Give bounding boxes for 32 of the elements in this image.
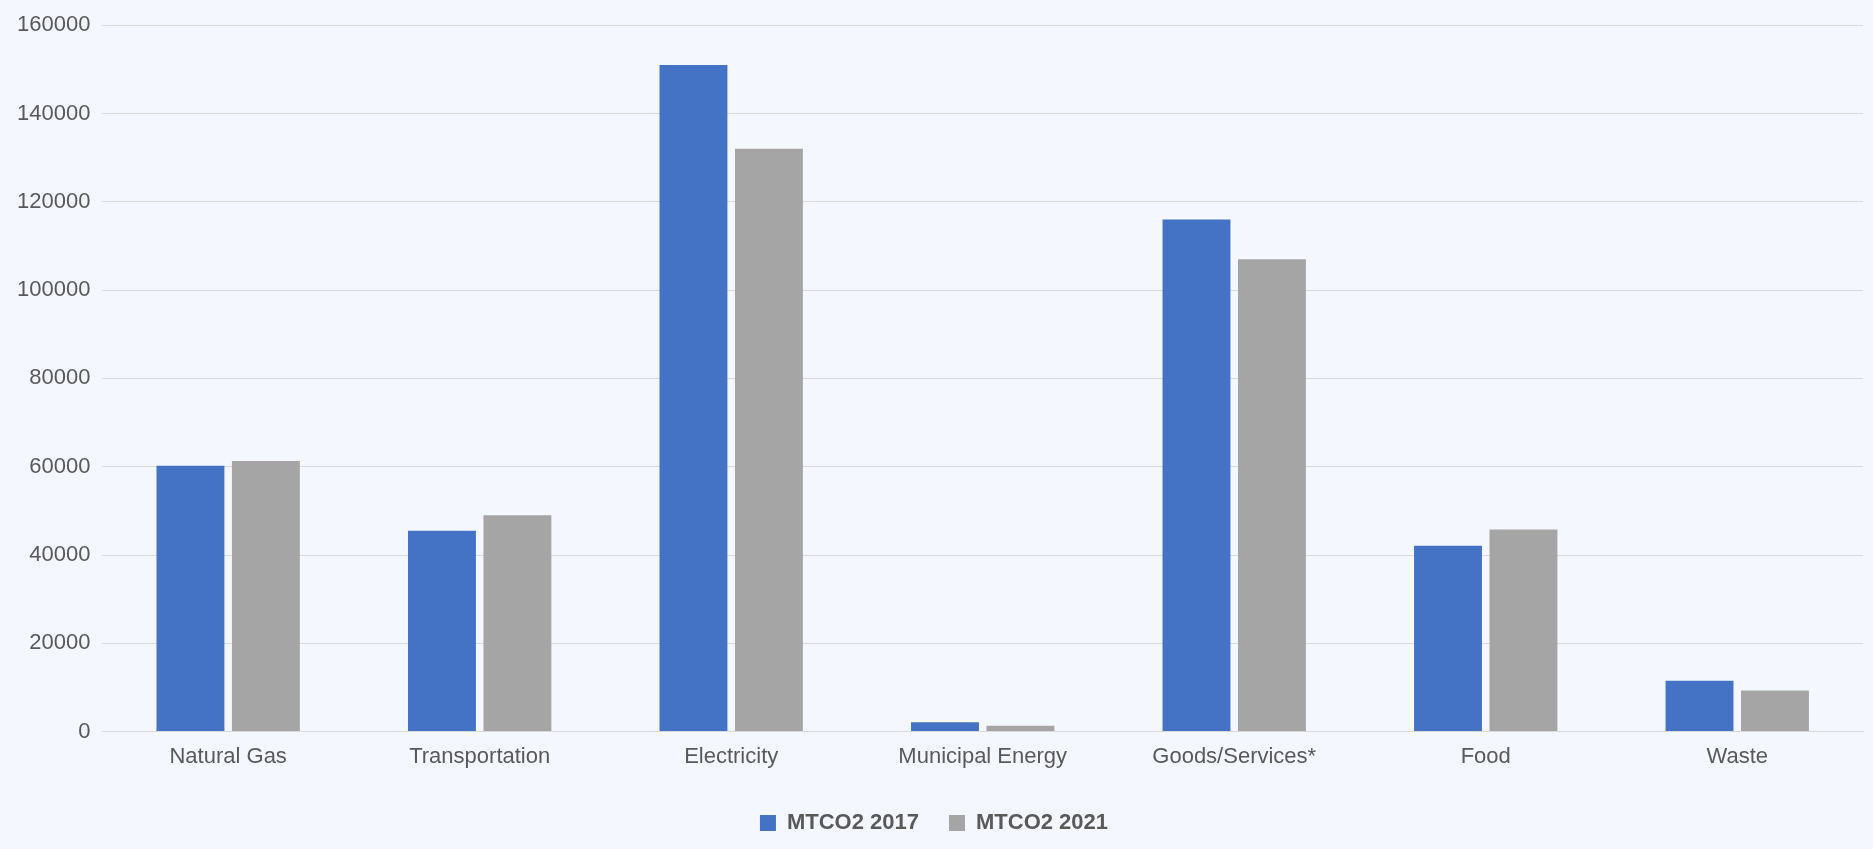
x-tick-label: Electricity — [684, 742, 779, 768]
bar — [231, 460, 300, 732]
y-tick-label: 0 — [78, 717, 91, 743]
bar — [734, 148, 803, 732]
bar — [1414, 545, 1482, 732]
x-tick-label: Transportation — [409, 742, 551, 768]
bar — [1489, 529, 1558, 732]
bar — [1237, 259, 1306, 732]
bar — [408, 530, 476, 732]
x-tick-label: Waste — [1706, 742, 1769, 768]
bar — [1665, 680, 1734, 732]
bar — [1162, 219, 1231, 732]
y-tick-label: 60000 — [29, 452, 91, 478]
x-tick-label: Goods/Services* — [1152, 742, 1317, 768]
bar — [659, 64, 728, 732]
y-tick-label: 100000 — [16, 276, 91, 302]
y-tick-label: 20000 — [29, 629, 91, 655]
bar — [156, 465, 225, 732]
y-tick-label: 40000 — [29, 541, 91, 567]
y-tick-label: 120000 — [16, 187, 91, 213]
x-tick-label: Natural Gas — [169, 742, 287, 768]
y-tick-label: 160000 — [16, 11, 91, 37]
bar — [483, 515, 552, 732]
y-tick-label: 80000 — [29, 364, 91, 390]
bar — [911, 722, 979, 732]
legend-label: MTCO2 2021 — [976, 809, 1109, 835]
x-tick-label: Food — [1460, 742, 1511, 768]
y-tick-label: 140000 — [16, 99, 91, 125]
bar — [1741, 690, 1809, 732]
x-tick-label: Municipal Energy — [898, 742, 1068, 768]
legend-label: MTCO2 2017 — [786, 809, 920, 835]
bar — [986, 725, 1055, 732]
